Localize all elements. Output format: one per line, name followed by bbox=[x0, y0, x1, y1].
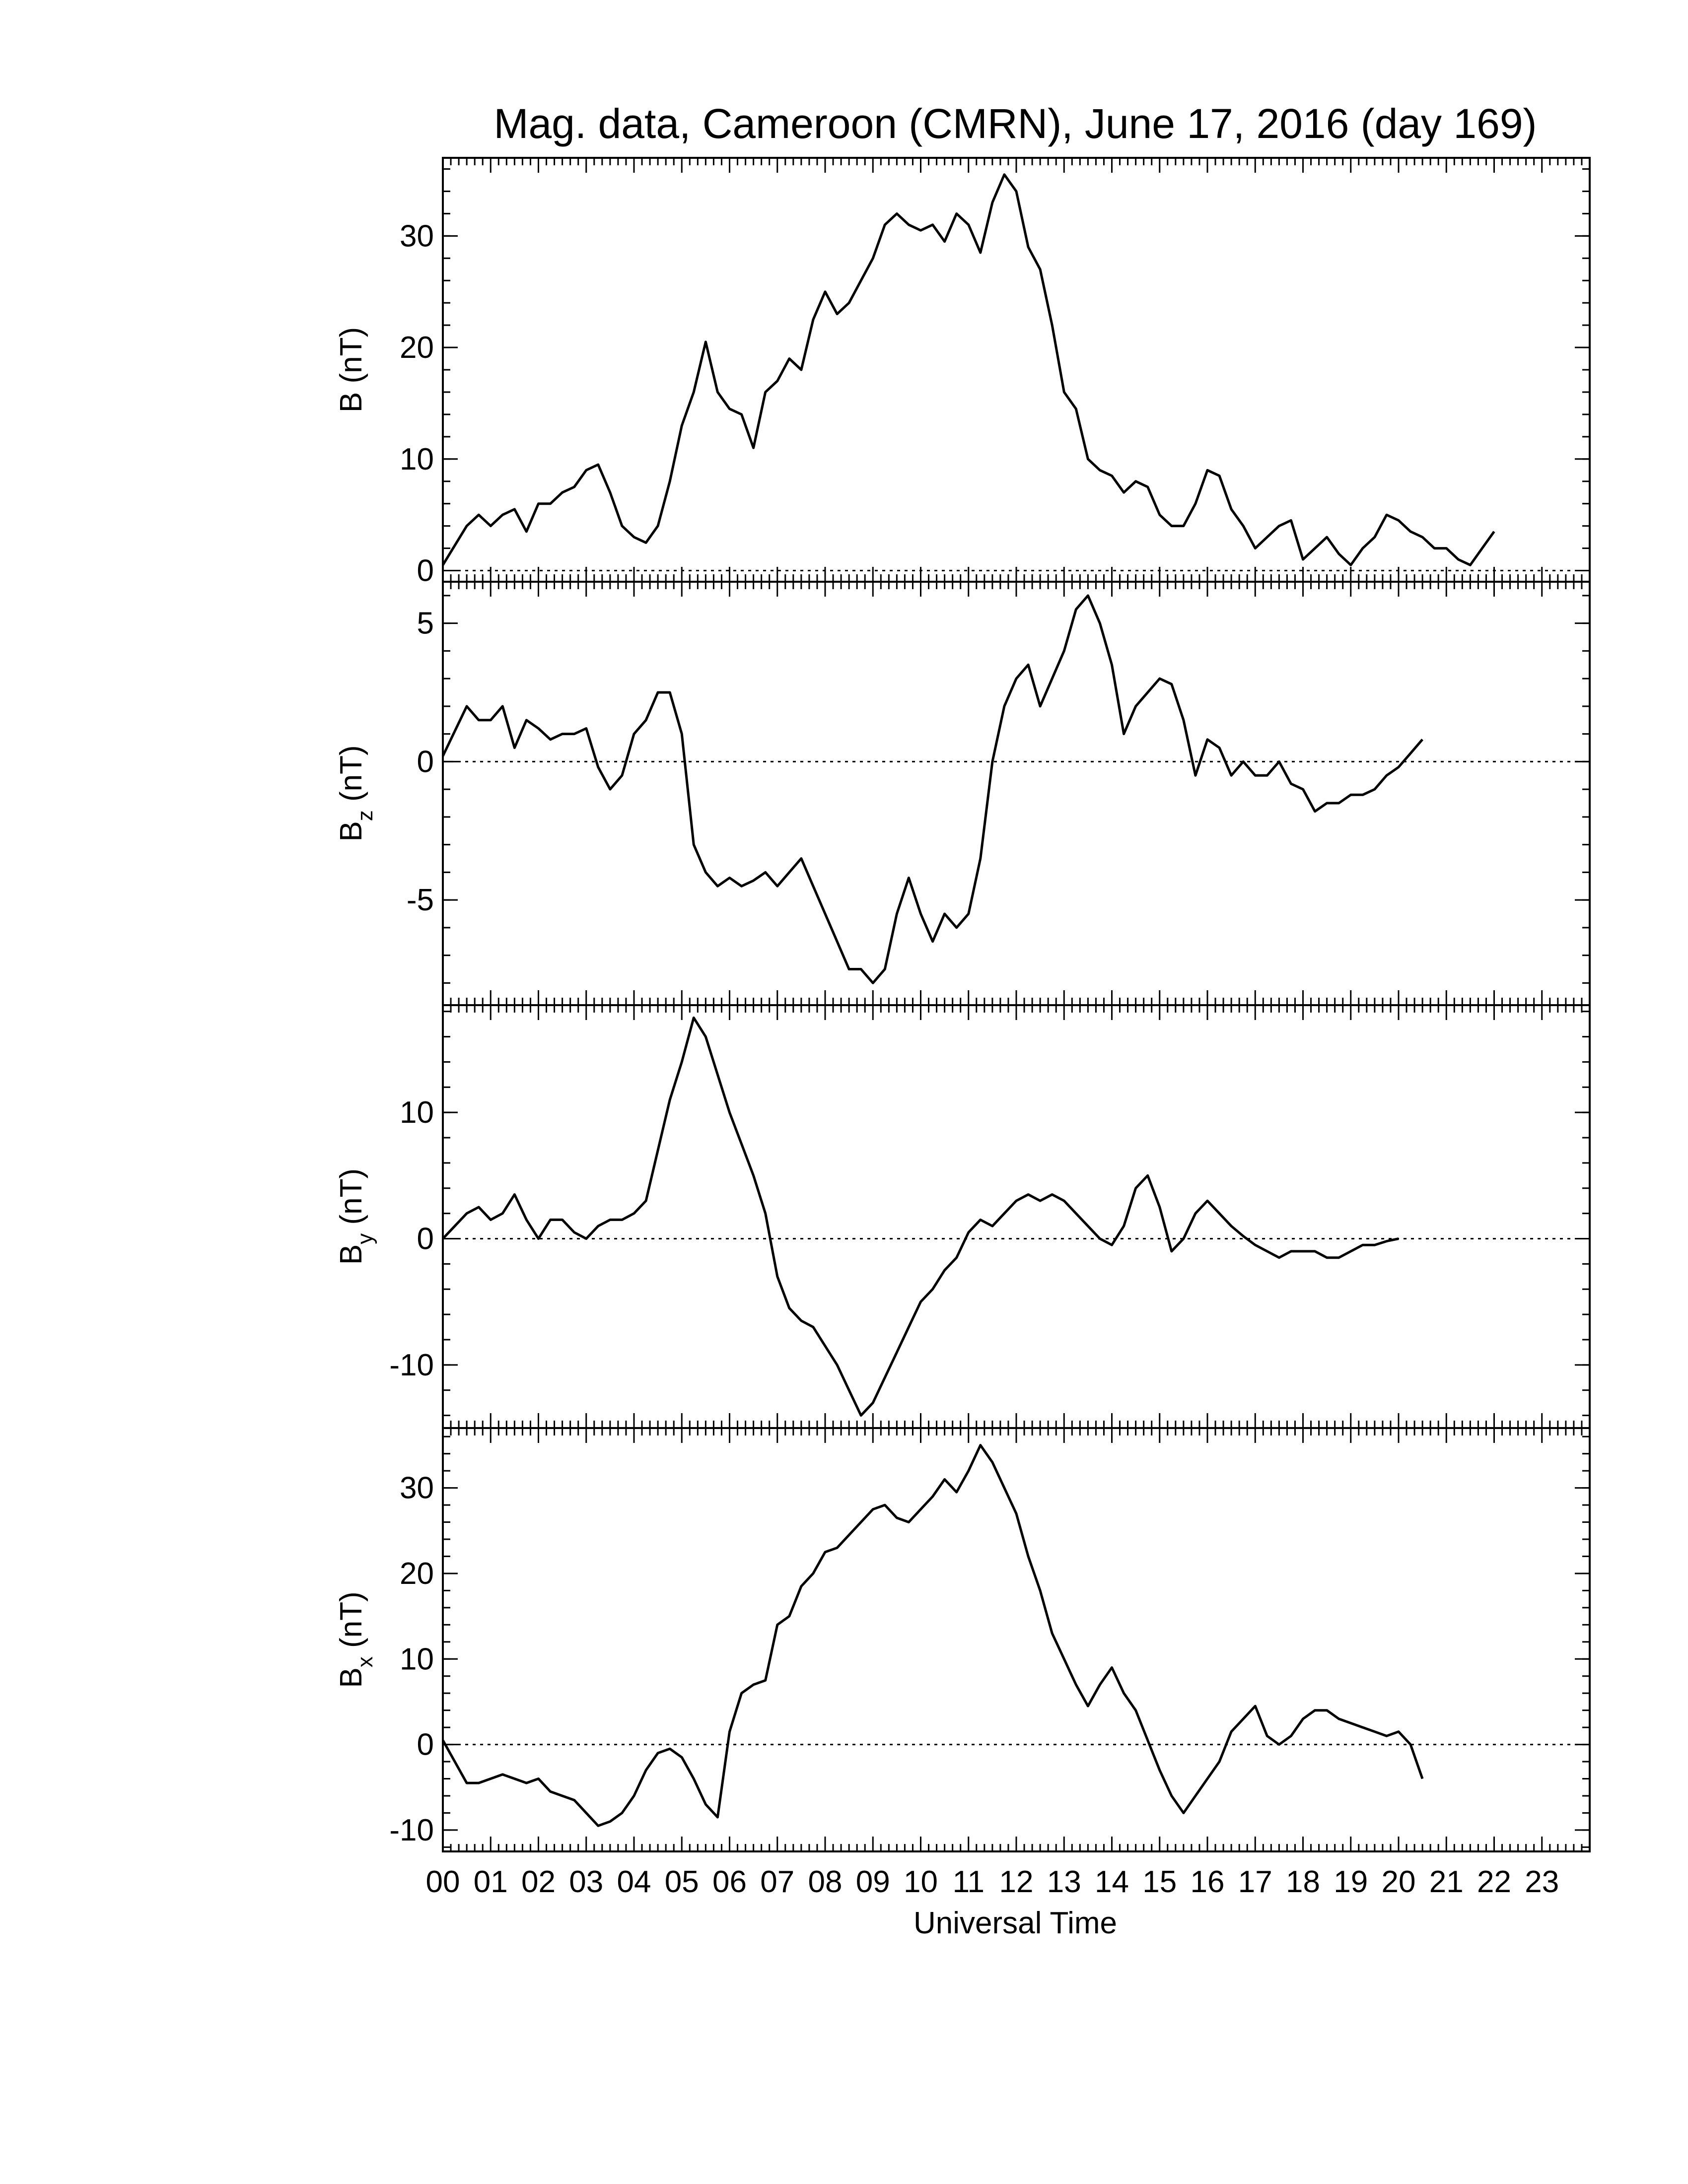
y-tick-label: 10 bbox=[400, 1642, 434, 1676]
x-tick-label: 13 bbox=[1047, 1865, 1081, 1899]
panel-x: -10 0 10 20 30 Bx (nT) bbox=[334, 1427, 1591, 1852]
x-tick-label: 05 bbox=[665, 1865, 699, 1899]
x-tick-label: 07 bbox=[760, 1865, 794, 1899]
y-tick-label: 10 bbox=[400, 442, 434, 477]
x-tick-label: 18 bbox=[1286, 1865, 1320, 1899]
y-tick-label: -10 bbox=[389, 1813, 434, 1847]
y-axis-unit: (nT) bbox=[334, 745, 368, 810]
y-tick-label: 0 bbox=[417, 745, 434, 779]
x-tick-label: 04 bbox=[617, 1865, 651, 1899]
x-tick-label: 06 bbox=[712, 1865, 747, 1899]
x-tick-label: 01 bbox=[474, 1865, 508, 1899]
x-tick-label: 22 bbox=[1477, 1865, 1511, 1899]
x-tick-label: 20 bbox=[1382, 1865, 1416, 1899]
x-tick-label: 09 bbox=[856, 1865, 890, 1899]
x-tick-label: 21 bbox=[1429, 1865, 1464, 1899]
y-axis-symbol: B bbox=[334, 821, 368, 841]
y-axis-label: Bx (nT) bbox=[334, 1591, 377, 1688]
series-line-z bbox=[441, 594, 1423, 984]
x-tick-label: 11 bbox=[953, 1865, 985, 1899]
chart-title: Mag. data, Cameroon (CMRN), June 17, 201… bbox=[493, 100, 1537, 147]
x-tick-label: 23 bbox=[1525, 1865, 1559, 1899]
y-tick-label: 30 bbox=[400, 1471, 434, 1505]
y-tick-label: 30 bbox=[400, 219, 434, 253]
y-axis-unit: (nT) bbox=[334, 327, 368, 392]
x-axis-title: Universal Time bbox=[914, 1906, 1117, 1940]
series-line-b bbox=[441, 173, 1495, 566]
y-tick-label: -5 bbox=[407, 883, 434, 917]
x-tick-label: 02 bbox=[521, 1865, 556, 1899]
x-tick-label: 08 bbox=[808, 1865, 843, 1899]
y-axis-label: By (nT) bbox=[334, 1168, 377, 1265]
panel-frame bbox=[442, 1004, 1591, 1429]
y-tick-label: 20 bbox=[400, 331, 434, 365]
y-axis-subscript: z bbox=[353, 810, 377, 821]
x-tick-label: 00 bbox=[426, 1865, 460, 1899]
panel-y: -10 0 10 By (nT) bbox=[334, 1004, 1591, 1429]
series-line-y bbox=[442, 1016, 1399, 1417]
y-axis-label: Bz (nT) bbox=[334, 745, 377, 841]
y-tick-label: -10 bbox=[389, 1348, 434, 1382]
y-axis-symbol: B bbox=[334, 1667, 368, 1688]
panel-total: 0 10 20 30 B (nT) bbox=[334, 157, 1591, 588]
panel-frame bbox=[442, 1427, 1591, 1852]
panel-z: -5 0 5 Bz (nT) bbox=[334, 581, 1591, 1006]
x-tick-label: 19 bbox=[1334, 1865, 1368, 1899]
x-tick-labels: 00 01 02 03 04 05 06 07 08 09 10 11 12 13 14 15 16 17 18 19… bbox=[426, 1865, 1559, 1899]
y-axis-subscript: y bbox=[353, 1233, 377, 1244]
y-tick-label: 0 bbox=[417, 1222, 434, 1256]
y-axis-subscript: x bbox=[353, 1656, 377, 1667]
y-axis-unit: (nT) bbox=[334, 1168, 368, 1233]
x-tick-label: 12 bbox=[999, 1865, 1034, 1899]
y-tick-label: 5 bbox=[417, 607, 434, 641]
x-tick-label: 16 bbox=[1191, 1865, 1225, 1899]
y-axis-unit: (nT) bbox=[334, 1591, 368, 1656]
y-axis-symbol: B bbox=[334, 1244, 368, 1265]
y-axis-symbol: B bbox=[334, 392, 368, 412]
x-tick-label: 10 bbox=[904, 1865, 938, 1899]
y-tick-label: 10 bbox=[400, 1095, 434, 1130]
panel-frame bbox=[442, 157, 1591, 583]
x-tick-label: 15 bbox=[1142, 1865, 1177, 1899]
series-line-x bbox=[441, 1444, 1424, 1827]
y-axis-label: B (nT) bbox=[334, 327, 368, 412]
x-tick-label: 03 bbox=[569, 1865, 603, 1899]
panel-frame bbox=[442, 581, 1591, 1006]
y-tick-label: 0 bbox=[417, 554, 434, 588]
y-tick-label: 0 bbox=[417, 1728, 434, 1762]
y-tick-label: 20 bbox=[400, 1557, 434, 1591]
x-tick-label: 17 bbox=[1238, 1865, 1272, 1899]
x-tick-label: 14 bbox=[1095, 1865, 1129, 1899]
